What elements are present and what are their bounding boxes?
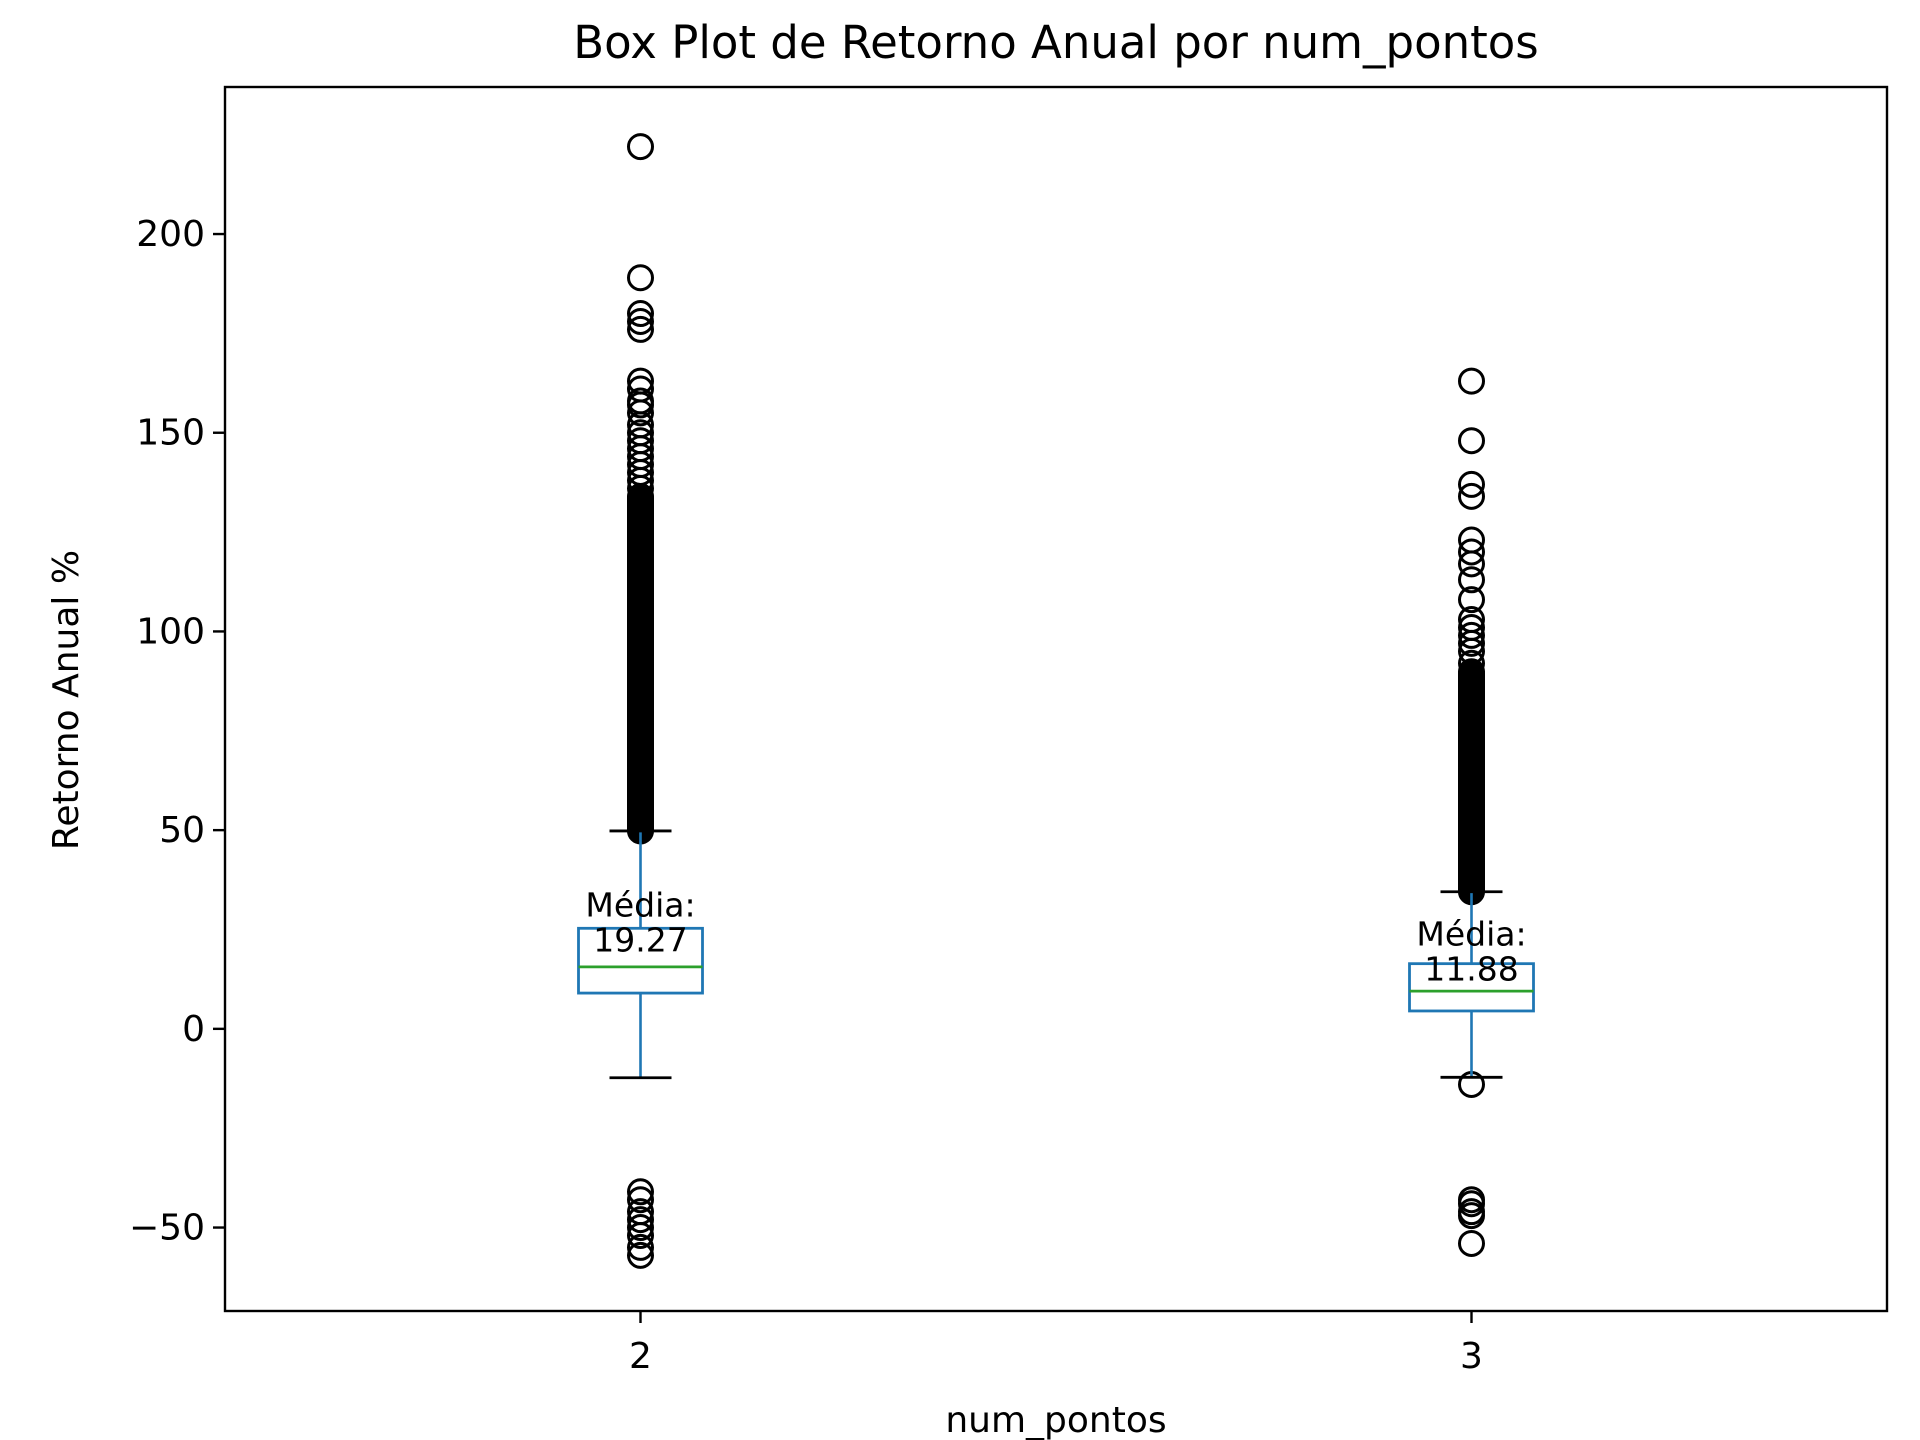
flier-point bbox=[627, 1233, 654, 1261]
flier-point bbox=[1458, 621, 1485, 649]
chart-title: Box Plot de Retorno Anual por num_pontos bbox=[573, 16, 1539, 69]
box-iqr bbox=[1408, 962, 1535, 1013]
flier-point bbox=[627, 1241, 654, 1269]
x-tick-label: 2 bbox=[629, 1336, 652, 1377]
flier-point bbox=[1458, 566, 1485, 594]
y-tick-label: 0 bbox=[182, 1009, 205, 1050]
mean-label-prefix: Média: bbox=[1416, 915, 1526, 954]
plot-frame bbox=[223, 85, 1889, 1313]
flier-point bbox=[627, 300, 654, 328]
y-tick-label: 100 bbox=[136, 611, 205, 652]
x-tick-label: 3 bbox=[1460, 1336, 1483, 1377]
y-tick-label: 50 bbox=[159, 810, 205, 851]
mean-label-value: 19.27 bbox=[593, 920, 687, 959]
y-tick-label: 200 bbox=[136, 214, 205, 255]
flier-point bbox=[1458, 586, 1485, 614]
flier-point bbox=[1458, 538, 1485, 566]
flier-point bbox=[627, 427, 654, 455]
mean-label-prefix: Média: bbox=[585, 885, 695, 924]
flier-point bbox=[1458, 1190, 1485, 1218]
y-tick-label: 150 bbox=[136, 413, 205, 454]
flier-point bbox=[1458, 649, 1485, 677]
box-group-2: Média:19.27 bbox=[577, 133, 704, 1269]
boxes-layer: Média:19.27 Média:11.88 bbox=[577, 133, 1535, 1269]
flier-point bbox=[1458, 427, 1485, 455]
flier-point bbox=[1458, 613, 1485, 641]
flier-point bbox=[627, 315, 654, 343]
flier-point bbox=[1458, 658, 1485, 686]
flier-point bbox=[627, 375, 654, 403]
flier-point bbox=[1458, 367, 1485, 395]
y-axis-label: Retorno Anual % bbox=[46, 550, 87, 850]
y-ticks-layer: −50 0 50 100 150 200 bbox=[129, 214, 225, 1249]
flier-point bbox=[1458, 482, 1485, 510]
flier-point bbox=[1458, 1229, 1485, 1257]
flier-point bbox=[627, 1186, 654, 1214]
flier-point bbox=[627, 1206, 654, 1234]
box-group-3: Média:11.88 bbox=[1408, 367, 1535, 1257]
mean-label-value: 11.88 bbox=[1424, 950, 1518, 989]
box-iqr bbox=[577, 926, 704, 995]
flier-point bbox=[627, 307, 654, 335]
flier-point bbox=[1458, 1202, 1485, 1230]
y-tick-label: −50 bbox=[129, 1208, 205, 1249]
flier-point bbox=[627, 367, 654, 395]
flier-point bbox=[627, 264, 654, 292]
flier-point bbox=[627, 1214, 654, 1242]
flier-point bbox=[1458, 526, 1485, 554]
flier-point bbox=[627, 1221, 654, 1249]
flier-point bbox=[1458, 606, 1485, 634]
flier-point bbox=[627, 387, 654, 415]
flier-point bbox=[627, 419, 654, 447]
flier-point bbox=[627, 1178, 654, 1206]
flier-point bbox=[627, 133, 654, 161]
x-axis-label: num_pontos bbox=[945, 1400, 1166, 1440]
flier-point bbox=[1458, 470, 1485, 498]
